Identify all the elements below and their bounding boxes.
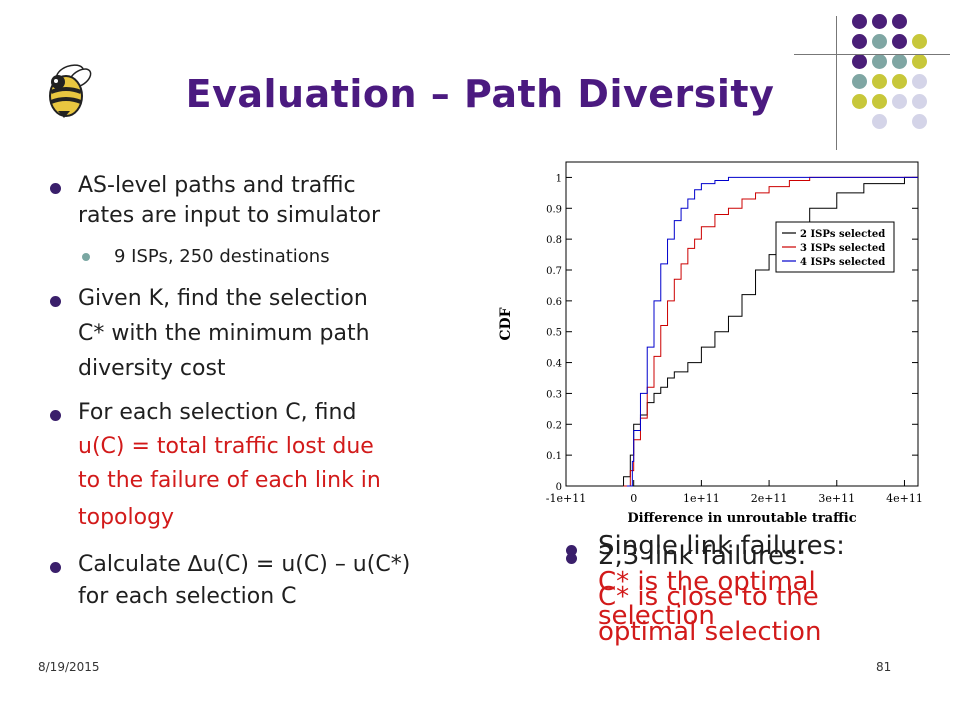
footer-date: 8/19/2015 xyxy=(38,660,100,674)
corner-dot-purple xyxy=(852,54,867,69)
corner-dot-yellow xyxy=(852,94,867,109)
bullet-dot xyxy=(50,296,61,307)
overlay-bullet-dot-a xyxy=(566,545,577,556)
bee-logo xyxy=(49,64,92,118)
corner-dot-purple xyxy=(872,14,887,29)
x-tick-label: 1e+11 xyxy=(683,492,720,505)
corner-dot-teal xyxy=(872,34,887,49)
y-tick-label: 0.9 xyxy=(546,204,562,215)
corner-dot-lavender xyxy=(892,94,907,109)
corner-dot-yellow xyxy=(892,74,907,89)
corner-dot-yellow xyxy=(912,54,927,69)
corner-dot-purple xyxy=(892,34,907,49)
bullet-1-line-2: rates are input to simulator xyxy=(78,203,381,228)
y-tick-label: 0 xyxy=(556,482,562,493)
corner-dot-teal xyxy=(872,54,887,69)
legend-label: 2 ISPs selected xyxy=(800,229,885,240)
slide-title: Evaluation – Path Diversity xyxy=(185,72,775,116)
sub-bullet-dot xyxy=(82,253,90,261)
corner-dot-yellow xyxy=(912,34,927,49)
x-tick-label: 4e+11 xyxy=(886,492,923,505)
y-tick-label: 0.3 xyxy=(546,389,562,400)
cdf-chart: 00.10.20.30.40.50.60.70.80.91-1e+11 0 1e+1… xyxy=(498,161,923,526)
plot-frame xyxy=(565,161,919,487)
overlay-a-line-2: C* is the optimal xyxy=(598,567,816,597)
corner-dot-yellow xyxy=(872,94,887,109)
corner-dot-purple xyxy=(892,14,907,29)
bullet-2-line-1: Given K, find the selection xyxy=(78,286,368,311)
y-tick-label: 0.1 xyxy=(546,451,562,462)
corner-divider-horizontal xyxy=(794,54,950,55)
corner-dot-lavender xyxy=(912,74,927,89)
y-tick-label: 0.2 xyxy=(546,420,562,431)
bullet-3-line-1: For each selection C, find xyxy=(78,400,357,425)
x-tick-label: 0 xyxy=(630,492,637,505)
x-tick-label: 3e+11 xyxy=(818,492,855,505)
bullet-2-line-2: C* with the minimum path xyxy=(78,321,370,346)
legend-label: 3 ISPs selected xyxy=(800,243,885,254)
corner-dot-purple xyxy=(852,34,867,49)
legend-label: 4 ISPs selected xyxy=(800,257,885,268)
bullet-3-red-line-1: u(C) = total traffic lost due xyxy=(78,434,374,459)
y-axis-label: CDF xyxy=(498,307,514,340)
overlay-b-line-2: C* is close to the xyxy=(598,582,819,612)
overlay-a-line-1: Single link failures: xyxy=(598,531,845,561)
bullet-3-red-line-3: topology xyxy=(78,505,175,530)
bullet-1-line-1: AS-level paths and traffic xyxy=(78,173,356,198)
series-line-3 xyxy=(626,176,918,487)
overlay-a-line-3: selection xyxy=(598,601,715,631)
footer-page-number: 81 xyxy=(876,660,892,674)
corner-dot-lavender xyxy=(912,94,927,109)
y-tick-label: 1 xyxy=(556,173,562,184)
bullet-4-line-2: for each selection C xyxy=(78,584,297,609)
corner-dot-teal xyxy=(892,54,907,69)
y-tick-label: 0.5 xyxy=(546,328,562,339)
y-tick-label: 0.7 xyxy=(546,266,562,277)
overlay-b-line-3: optimal selection xyxy=(598,617,822,647)
x-tick-label: 2e+11 xyxy=(751,492,788,505)
overlay-b-line-1: 2,3 link failures: xyxy=(598,541,807,571)
overlay-bullet-dot-b xyxy=(566,553,577,564)
bullet-2-line-3: diversity cost xyxy=(78,356,226,381)
y-tick-label: 0.6 xyxy=(546,297,562,308)
corner-dot-yellow xyxy=(872,74,887,89)
bullet-dot xyxy=(50,183,61,194)
x-axis-label: Difference in unroutable traffic xyxy=(627,511,856,526)
corner-dot-lavender xyxy=(912,114,927,129)
y-tick-label: 0.4 xyxy=(546,359,562,370)
bullet-dot xyxy=(50,410,61,421)
x-tick-label: -1e+11 xyxy=(546,492,586,505)
corner-divider-vertical xyxy=(836,16,837,150)
corner-dot-lavender xyxy=(872,114,887,129)
bullet-dot xyxy=(50,562,61,573)
bullet-3-red-line-2: to the failure of each link in xyxy=(78,468,381,493)
series-line-2 xyxy=(623,176,918,487)
y-tick-label: 0.8 xyxy=(546,235,562,246)
corner-dot-teal xyxy=(852,74,867,89)
bullet-4-line-1: Calculate ∆u(C) = u(C) – u(C*) xyxy=(78,552,411,577)
corner-dot-purple xyxy=(852,14,867,29)
sub-bullet-1: 9 ISPs, 250 destinations xyxy=(114,246,330,267)
